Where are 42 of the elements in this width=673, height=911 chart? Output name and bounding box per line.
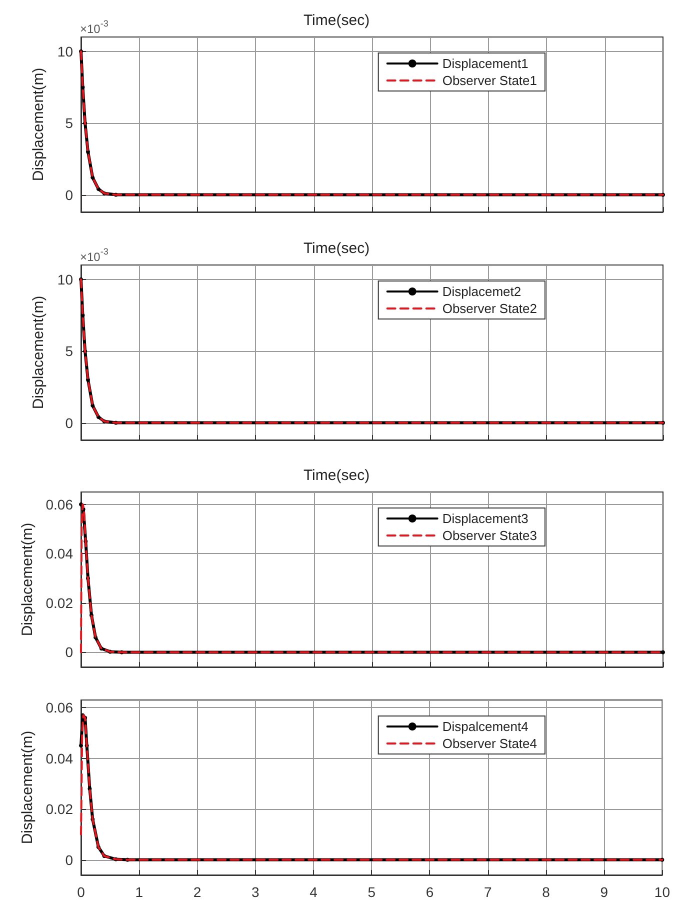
x-tick-label: 10 — [654, 884, 670, 900]
legend-label: Observer State4 — [442, 736, 537, 751]
y-axis-title: Displacement(m) — [30, 296, 47, 410]
x-tick-label: 1 — [135, 884, 144, 900]
legend-label: Displacement3 — [442, 511, 528, 526]
chart-title: Time(sec) — [303, 12, 370, 29]
y-tick-label: 5 — [65, 343, 74, 360]
x-tick-label: 6 — [426, 884, 434, 900]
point — [79, 744, 83, 748]
y-axis-title: Displacement(m) — [30, 68, 47, 182]
y-tick-label: 0.04 — [46, 750, 74, 766]
y-tick-label: 10 — [57, 271, 74, 288]
x-tick-label: 9 — [600, 884, 608, 900]
x-tick-label: 8 — [542, 884, 550, 900]
x-tick-label: 4 — [310, 884, 318, 900]
y-tick-label: 0.04 — [46, 546, 74, 562]
legend-label: Observer State2 — [442, 301, 537, 316]
y-tick-label: 0.06 — [46, 700, 74, 716]
y-tick-label: 0.02 — [46, 801, 74, 818]
y-tick-label: 0 — [65, 644, 74, 660]
chart-title: Time(sec) — [303, 240, 370, 257]
y-tick-label: 5 — [65, 115, 74, 132]
y-axis-title: Displacement(m) — [18, 730, 36, 844]
x-tick-label: 3 — [251, 884, 260, 900]
point — [661, 650, 665, 654]
chart-title: Time(sec) — [303, 467, 370, 484]
legend-label: Displacemet2 — [442, 284, 522, 299]
y-axis-title: Displacement(m) — [18, 522, 36, 636]
legend-label: Observer State1 — [442, 73, 537, 88]
y-tick-label: 0.06 — [46, 496, 74, 512]
y-tick-label: 0 — [65, 186, 74, 203]
x-tick-label: 7 — [484, 884, 492, 900]
legend-label: Displacement1 — [442, 56, 528, 71]
x-tick-label: 2 — [193, 884, 202, 900]
y-tick-label: 10 — [57, 43, 74, 60]
legend-label: Observer State3 — [442, 528, 537, 543]
legend-label: Dispalcement4 — [442, 719, 528, 734]
y-tick-label: 0 — [65, 414, 74, 431]
x-tick-label: 0 — [77, 884, 86, 900]
y-tick-label: 0.02 — [46, 594, 74, 611]
x-tick-label: 5 — [368, 884, 376, 900]
y-tick-label: 0 — [65, 852, 74, 868]
